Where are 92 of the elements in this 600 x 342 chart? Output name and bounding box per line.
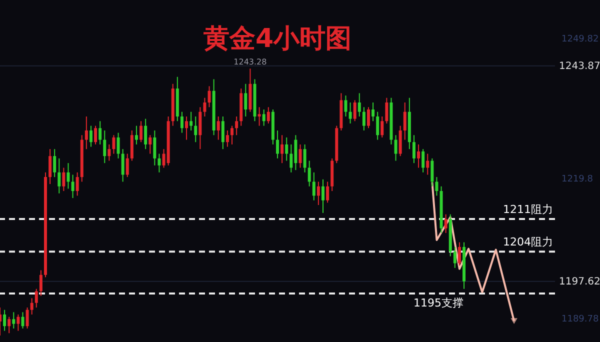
candlestick	[16, 314, 20, 332]
ref-line-label: 1211阻力	[503, 202, 553, 216]
candlestick	[435, 176, 438, 196]
candlestick	[316, 181, 320, 206]
candlestick	[26, 307, 29, 329]
candlestick	[422, 148, 425, 173]
candlestick	[194, 116, 198, 143]
candlestick	[308, 160, 311, 187]
candlestick	[458, 242, 461, 266]
candlestick	[76, 172, 79, 196]
candlestick	[303, 144, 306, 173]
candlestick	[312, 172, 316, 201]
ref-line-label: 1243.87	[559, 60, 600, 72]
candlestick	[158, 153, 161, 173]
candlestick	[121, 148, 124, 182]
candlestick	[403, 102, 406, 140]
candlestick	[12, 312, 16, 329]
candlestick	[326, 181, 330, 204]
candlestick	[372, 102, 375, 122]
candlestick	[53, 148, 56, 178]
candlestick	[226, 130, 229, 148]
candlestick	[230, 125, 234, 145]
candlestick	[58, 158, 61, 194]
candlestick	[39, 270, 42, 296]
candlestick	[430, 158, 434, 187]
candlestick	[380, 116, 384, 138]
candlestick	[280, 134, 284, 164]
candlestick	[266, 106, 270, 124]
annotation: 1243.28	[234, 58, 267, 67]
candlestick	[298, 144, 302, 168]
candlestick	[348, 102, 352, 124]
candlestick	[116, 132, 120, 159]
y-tick-label: 1249.82	[562, 34, 599, 45]
candlestick	[398, 125, 402, 157]
candlestick	[362, 106, 366, 131]
text: 黄金4小时图	[202, 24, 352, 54]
candlestick	[376, 111, 380, 140]
candlestick	[344, 95, 348, 117]
candlestick	[412, 134, 416, 164]
candlestick	[148, 134, 152, 154]
candlestick	[94, 125, 98, 145]
candlestick	[66, 162, 70, 190]
candlestick	[394, 134, 398, 162]
candlestick	[366, 106, 370, 129]
candlestick	[285, 136, 288, 162]
candlestick	[216, 116, 220, 140]
candlestick	[262, 108, 266, 126]
candlestick	[34, 288, 38, 308]
candlestick	[112, 134, 116, 154]
y-tick-label: 1219.8	[562, 174, 594, 184]
candlestick	[417, 144, 420, 168]
candlestick	[62, 167, 66, 192]
candlestick	[244, 83, 248, 117]
candlestick	[276, 130, 279, 159]
candlestick	[30, 298, 34, 316]
candlestick	[321, 178, 324, 214]
ref-line-label: 1204阻力	[503, 236, 553, 249]
candlestick	[258, 106, 261, 126]
candlestick	[140, 120, 143, 143]
ref-line-label: 1195支撑	[413, 296, 464, 310]
ref-line-label: 1197.62	[559, 276, 600, 288]
candlestick	[290, 144, 293, 173]
candlestick	[108, 144, 111, 162]
candlestick	[153, 130, 156, 166]
candlestick	[144, 118, 148, 150]
candlestick	[208, 86, 211, 108]
candlestick	[353, 100, 356, 122]
candlestick	[126, 153, 129, 178]
candlestick	[185, 116, 188, 140]
candlestick	[71, 174, 74, 199]
candlestick	[98, 120, 102, 145]
candlestick	[130, 130, 134, 162]
candlestick	[103, 130, 106, 164]
candlestick	[48, 148, 52, 185]
candlestick	[235, 116, 238, 136]
candlestick	[190, 111, 193, 131]
candlestick	[385, 97, 388, 124]
candlestick	[358, 92, 361, 117]
candlestick	[180, 111, 184, 134]
candlestick	[8, 316, 11, 334]
candlestick	[198, 106, 202, 150]
y-tick-label: 1189.78	[562, 314, 599, 324]
candlestick	[221, 116, 224, 150]
candlestick	[84, 116, 88, 150]
candlestick	[453, 246, 456, 268]
candlestick	[444, 214, 448, 234]
candlestick	[21, 312, 24, 329]
candlestick	[426, 153, 430, 176]
candlestick	[134, 125, 138, 145]
candlestick	[3, 309, 6, 332]
candlestick	[89, 125, 92, 148]
candlestick	[203, 97, 206, 117]
